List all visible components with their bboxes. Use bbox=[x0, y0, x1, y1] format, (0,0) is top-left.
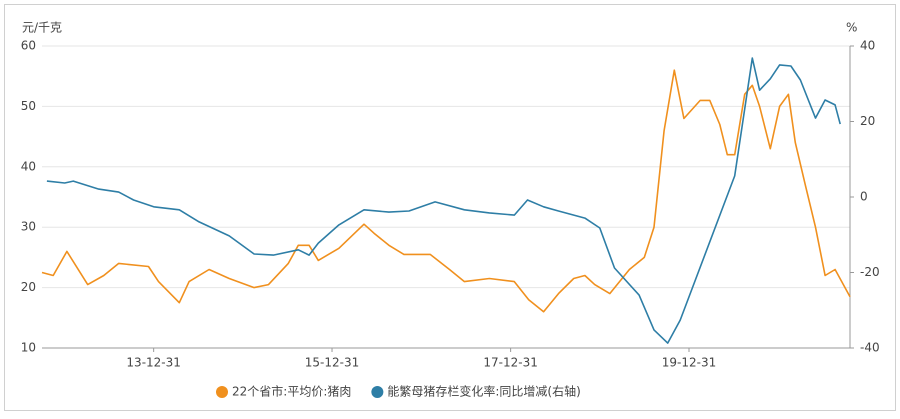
legend-item[interactable]: 22个省市:平均价:猪肉 bbox=[216, 384, 351, 399]
legend-item[interactable]: 能繁母猪存栏变化率:同比增减(右轴) bbox=[371, 384, 581, 399]
y2-tick-label: -20 bbox=[860, 265, 880, 279]
y-tick-label: 60 bbox=[21, 39, 36, 53]
y2-tick-label: 20 bbox=[860, 114, 875, 128]
y-tick-label: 10 bbox=[21, 341, 36, 355]
y2-tick-label: 40 bbox=[860, 39, 875, 53]
y2-axis-unit: % bbox=[846, 21, 857, 35]
legend-marker bbox=[216, 386, 228, 398]
y2-tick-label: -40 bbox=[860, 341, 880, 355]
x-tick-label: 17-12-31 bbox=[483, 356, 537, 370]
y2-tick-label: 0 bbox=[860, 190, 868, 204]
x-tick-label: 13-12-31 bbox=[126, 356, 180, 370]
y-tick-label: 20 bbox=[21, 280, 36, 294]
series-line bbox=[46, 57, 841, 344]
y-tick-label: 30 bbox=[21, 220, 36, 234]
y-tick-label: 40 bbox=[21, 159, 36, 173]
y-tick-label: 50 bbox=[21, 99, 36, 113]
chart-frame bbox=[4, 4, 896, 411]
legend-label: 22个省市:平均价:猪肉 bbox=[232, 384, 351, 399]
legend-marker bbox=[371, 386, 384, 398]
x-tick-label: 15-12-31 bbox=[305, 356, 359, 370]
series-line bbox=[41, 69, 851, 313]
x-tick-label: 19-12-31 bbox=[662, 356, 716, 370]
legend: 22个省市:平均价:猪肉 能繁母猪存栏变化率:同比增减(右轴) bbox=[216, 384, 581, 399]
legend-label: 能繁母猪存栏变化率:同比增减(右轴) bbox=[387, 384, 580, 399]
y-axis-unit: 元/千克 bbox=[22, 21, 62, 35]
